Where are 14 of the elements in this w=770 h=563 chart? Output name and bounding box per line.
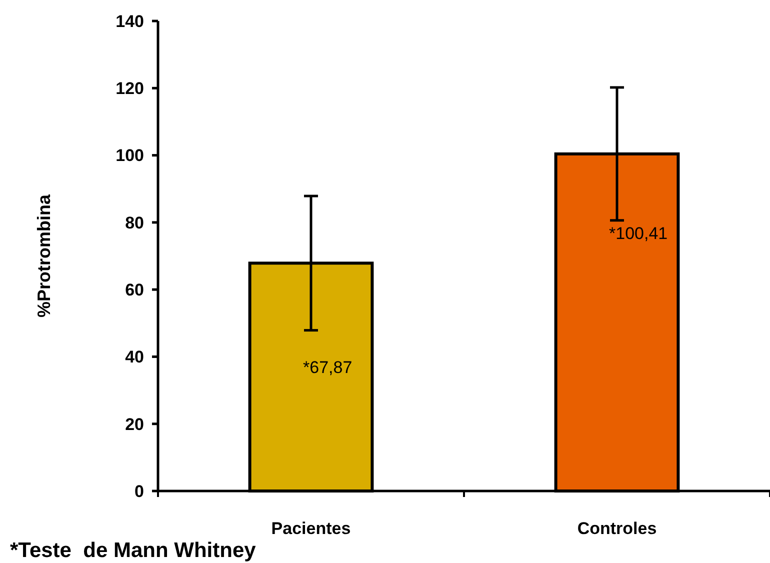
y-tick-label: 20 [125, 414, 144, 434]
x-tick-label: Pacientes [271, 519, 351, 538]
x-tick-label: Controles [577, 519, 657, 538]
y-tick-label: 140 [116, 12, 144, 31]
text: *Teste de Mann Whitney [10, 539, 256, 562]
data-label: *100,41 [609, 224, 668, 243]
y-tick-label: 40 [125, 348, 144, 367]
y-tick-label: 60 [125, 280, 144, 300]
y-tick-label: 120 [116, 79, 144, 98]
y-tick-label: 80 [125, 213, 144, 232]
y-tick-label: 100 [116, 146, 144, 166]
y-axis-title: %Protrombina [34, 194, 54, 318]
y-tick-label: 0 [134, 482, 144, 501]
data-label: *67,87 [303, 358, 352, 378]
